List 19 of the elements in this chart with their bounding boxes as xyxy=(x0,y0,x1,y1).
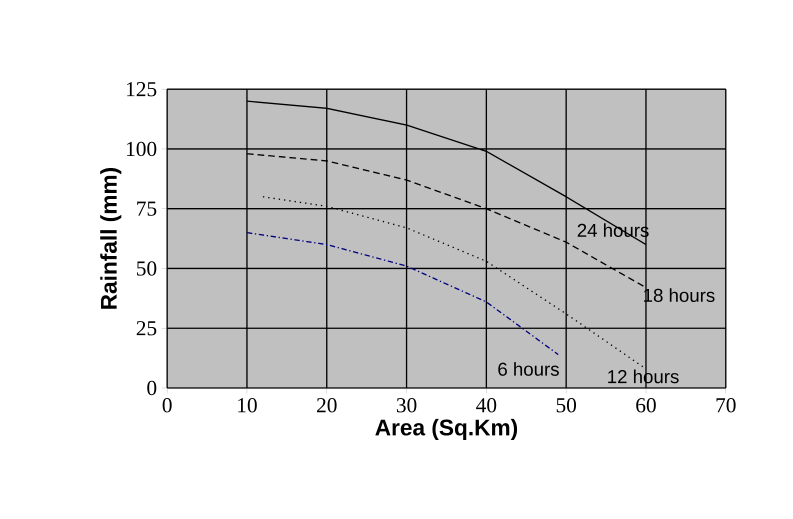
x-tick-label: 0 xyxy=(162,398,172,412)
y-tick-label: 125 xyxy=(127,82,156,96)
x-tick-label: 10 xyxy=(238,398,257,412)
x-tick-label: 60 xyxy=(636,398,656,412)
y-tick-label: 75 xyxy=(137,202,156,216)
line-series xyxy=(246,232,559,356)
x-axis-title: Area (Sq.Km) xyxy=(375,418,518,440)
y-tick-label: 100 xyxy=(127,142,156,156)
x-tick-label: 70 xyxy=(716,398,736,412)
y-tick-label: 50 xyxy=(137,261,156,276)
line-series xyxy=(246,100,647,246)
x-tick-label: 20 xyxy=(317,398,337,412)
x-tick-label: 40 xyxy=(476,398,496,412)
y-tick-label: 0 xyxy=(147,380,156,396)
x-tick-label: 30 xyxy=(396,398,416,412)
x-tick-label: 50 xyxy=(556,398,576,412)
y-axis-title: Rainfall (mm) xyxy=(100,168,122,309)
series-label: 6 hours xyxy=(498,362,559,376)
y-tick-label: 25 xyxy=(136,321,156,336)
